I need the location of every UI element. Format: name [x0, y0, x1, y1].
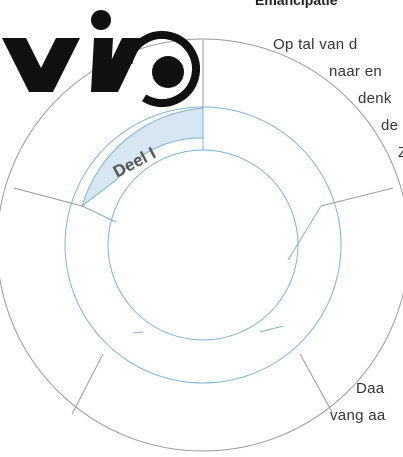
body-text-line: vang aa — [330, 407, 386, 424]
wheel-segment-deel-1[interactable] — [81, 107, 204, 208]
body-text-line: Daa — [356, 380, 385, 397]
wheel-inner-hole — [107, 149, 299, 341]
body-text-line: de — [381, 117, 399, 134]
body-text-line: denk — [358, 90, 392, 107]
body-text-line: naar en — [329, 63, 382, 80]
body-text-line: Op tal van d — [273, 36, 358, 53]
wheel-outer-spokes — [13, 40, 394, 415]
vivo-logo-icon — [2, 10, 200, 107]
body-text-line: Z — [398, 144, 403, 161]
wheel-inner-spokes — [81, 108, 322, 334]
wheel-outer-ring — [0, 38, 403, 452]
page-title: Emancipatie — [255, 0, 338, 8]
wheel-inner-outline — [64, 106, 342, 384]
vivo-logo — [0, 0, 200, 110]
